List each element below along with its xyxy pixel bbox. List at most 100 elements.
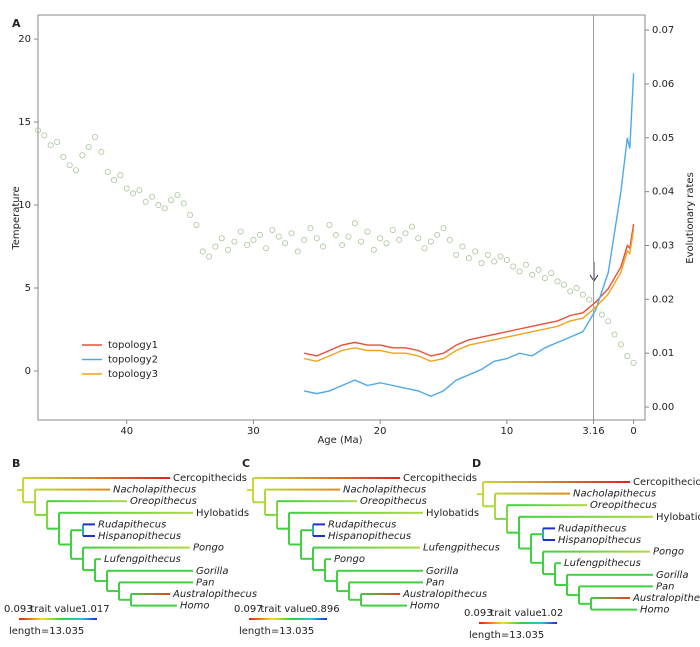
y2-axis-title: Evolutionary rates bbox=[685, 172, 696, 263]
tip-label: Nacholapithecus bbox=[113, 485, 196, 496]
y2-tick-label: 0.00 bbox=[652, 402, 674, 413]
y2-tick-label: 0.04 bbox=[652, 187, 674, 198]
tree-branch bbox=[131, 604, 177, 607]
scatter-point bbox=[161, 205, 168, 212]
scatter-point bbox=[579, 291, 586, 298]
tip-label: Lufengpithecus bbox=[564, 558, 641, 569]
tree-branch bbox=[519, 547, 531, 550]
y2-tick-label: 0.05 bbox=[652, 133, 674, 144]
tree-branch bbox=[555, 562, 561, 565]
scatter-point bbox=[256, 231, 263, 238]
y2-tick-label: 0.02 bbox=[652, 294, 674, 305]
scatter-point bbox=[389, 226, 396, 233]
panel-label: A bbox=[12, 17, 21, 30]
scatter-point bbox=[155, 202, 162, 209]
y2-tick-label: 0.01 bbox=[652, 348, 674, 359]
legend-max: 1.017 bbox=[81, 604, 110, 615]
tree-branch bbox=[507, 531, 519, 534]
length-label: length=13.035 bbox=[9, 626, 84, 637]
tip-label: Cercopithecids bbox=[403, 473, 477, 484]
color-bar bbox=[479, 622, 557, 624]
tree-branch bbox=[579, 602, 591, 605]
scatter-point bbox=[142, 198, 149, 205]
tree-branch bbox=[301, 529, 313, 532]
x-axis-title: Age (Ma) bbox=[317, 435, 362, 446]
scatter-point bbox=[231, 238, 238, 245]
tree-branch bbox=[483, 505, 495, 508]
tip-label: Hispanopithecus bbox=[558, 535, 641, 546]
tip-label: Oreopithecus bbox=[360, 496, 427, 507]
tree-branch bbox=[289, 543, 301, 546]
scatter-point bbox=[130, 190, 137, 197]
scatter-point bbox=[288, 230, 295, 237]
tree-branch bbox=[519, 515, 653, 518]
scatter-point bbox=[567, 288, 574, 295]
scatter-point bbox=[180, 200, 187, 207]
tree-branch bbox=[277, 500, 357, 503]
scatter-point bbox=[250, 236, 257, 243]
tree-branch bbox=[119, 598, 131, 601]
scatter-point bbox=[326, 221, 333, 228]
tree-branch bbox=[495, 517, 507, 520]
legend-label: topology1 bbox=[108, 340, 158, 351]
tree-branch bbox=[83, 523, 95, 526]
scatter-point bbox=[358, 238, 365, 245]
tree-branch bbox=[591, 597, 630, 599]
tree-branch bbox=[83, 535, 95, 537]
scatter-point bbox=[402, 230, 409, 237]
legend-title: trait value bbox=[490, 608, 541, 619]
scatter-point bbox=[377, 235, 384, 242]
x-tick-label: 0 bbox=[630, 426, 636, 437]
tree-branch bbox=[83, 569, 95, 572]
scatter-point bbox=[79, 152, 86, 159]
legend-min: 0.093 bbox=[4, 604, 33, 615]
tree-branch bbox=[313, 569, 325, 572]
scatter-point bbox=[510, 263, 517, 270]
scatter-point bbox=[491, 258, 498, 265]
tree-branch bbox=[337, 569, 423, 572]
tip-label: Pan bbox=[656, 581, 675, 592]
tree-branch bbox=[495, 492, 570, 495]
tree-branch bbox=[253, 501, 265, 504]
scatter-point bbox=[529, 271, 536, 278]
tip-label: Nacholapithecus bbox=[573, 489, 656, 500]
scatter-point bbox=[66, 162, 73, 169]
tree-branch bbox=[543, 539, 555, 541]
tree-branch bbox=[313, 546, 420, 549]
scatter-point bbox=[446, 236, 453, 243]
tree-branch bbox=[59, 543, 71, 546]
color-bar bbox=[19, 618, 97, 620]
length-label: length=13.035 bbox=[469, 630, 544, 641]
tip-label: Hispanopithecus bbox=[98, 531, 181, 542]
tree-branch bbox=[23, 501, 35, 504]
tip-label: Australopithecus bbox=[632, 593, 700, 604]
y2-tick-label: 0.03 bbox=[652, 241, 674, 252]
legend-label: topology2 bbox=[108, 355, 158, 366]
tip-label: Cercopithecids bbox=[633, 477, 700, 488]
scatter-point bbox=[617, 341, 624, 348]
legend-label: topology3 bbox=[108, 369, 158, 380]
y-axis-title: Temperature bbox=[11, 186, 22, 250]
tree-branch bbox=[349, 581, 423, 584]
tree-branch bbox=[107, 590, 119, 593]
tip-label: Pan bbox=[426, 577, 445, 588]
scatter-point bbox=[459, 243, 466, 250]
tip-label: Oreopithecus bbox=[130, 496, 197, 507]
scatter-point bbox=[630, 359, 637, 366]
scatter-point bbox=[123, 185, 130, 192]
tree-branch bbox=[579, 585, 653, 588]
scatter-point bbox=[174, 192, 181, 199]
scatter-point bbox=[199, 248, 206, 255]
scatter-point bbox=[218, 235, 225, 242]
scatter-point bbox=[598, 311, 605, 318]
tip-label: Rudapithecus bbox=[558, 523, 626, 534]
x-tick-label: 3.16 bbox=[582, 426, 604, 437]
scatter-point bbox=[573, 285, 580, 292]
y-tick-label: 0 bbox=[25, 366, 31, 377]
y-tick-label: 10 bbox=[18, 200, 31, 211]
tree-branch bbox=[47, 527, 59, 530]
tree-branch bbox=[361, 593, 400, 595]
tip-label: Homo bbox=[180, 601, 210, 612]
tip-label: Pongo bbox=[193, 543, 224, 554]
